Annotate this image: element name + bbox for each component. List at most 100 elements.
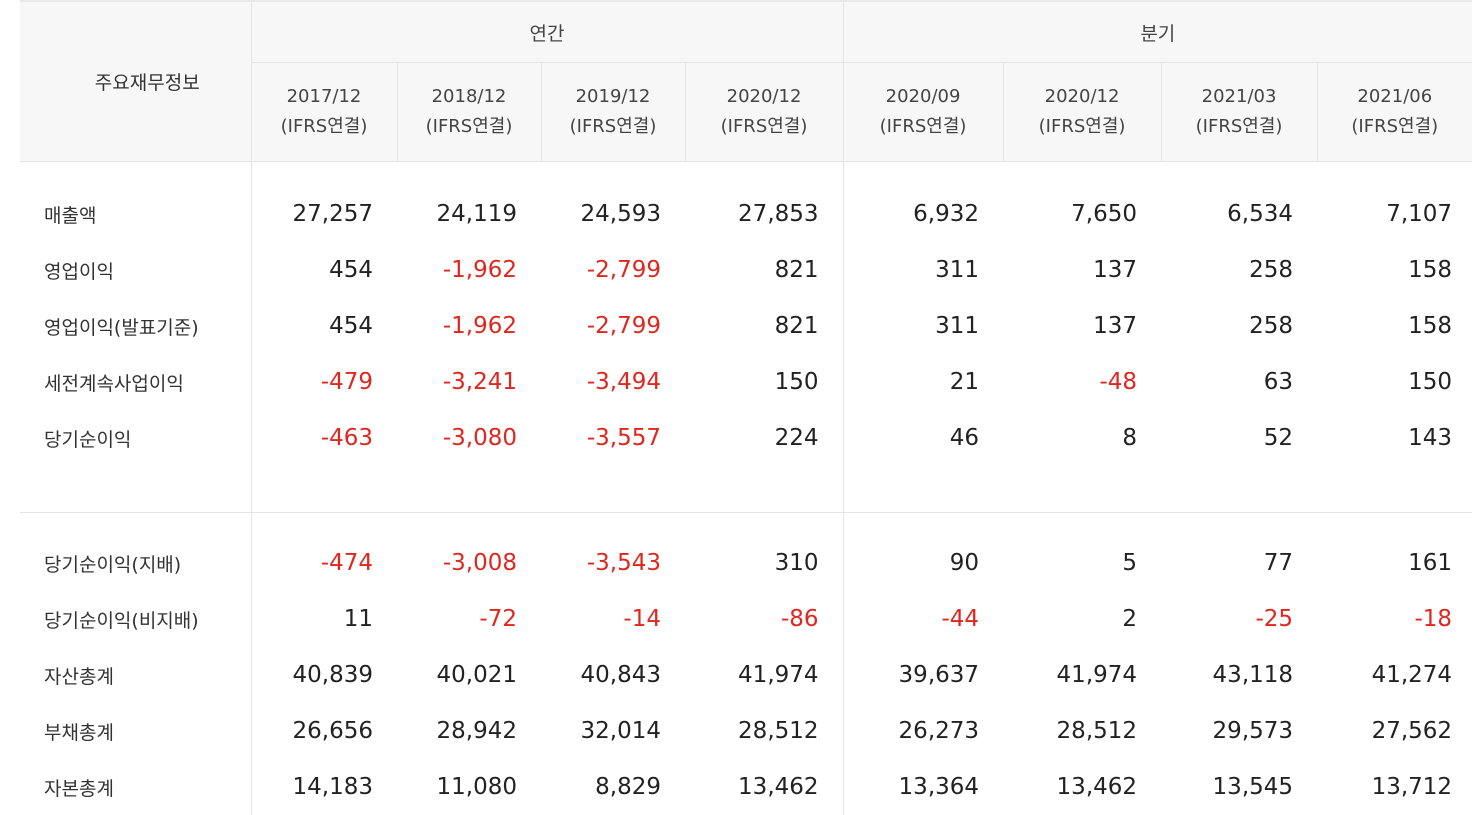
value-cell: 27,853 <box>685 186 843 242</box>
value-cell: 137 <box>1003 298 1161 354</box>
value-cell: -474 <box>251 535 397 591</box>
value-cell: 40,839 <box>251 647 397 703</box>
period-date: 2019/12 <box>543 82 684 112</box>
value-cell: 77 <box>1161 535 1317 591</box>
value-cell: 454 <box>251 298 397 354</box>
value-cell: 26,273 <box>843 703 1003 759</box>
financial-summary-table: 주요재무정보 연간 분기 2017/12(IFRS연결) 2018/12(IFR… <box>20 0 1472 815</box>
row-label[interactable]: 당기순이익(지배) <box>20 535 251 591</box>
row-label[interactable]: 매출액 <box>20 186 251 242</box>
period-date: 2018/12 <box>399 82 540 112</box>
tab-quarter[interactable]: 분기 <box>843 1 1472 63</box>
value-cell: 14,183 <box>251 759 397 815</box>
row-label[interactable]: 자본총계 <box>20 759 251 815</box>
row-label[interactable]: 영업이익(발표기준) <box>20 298 251 354</box>
value-cell: 27,562 <box>1317 703 1472 759</box>
value-cell: 27,257 <box>251 186 397 242</box>
value-cell: 5 <box>1003 535 1161 591</box>
value-cell: 454 <box>251 242 397 298</box>
row-label[interactable]: 세전계속사업이익 <box>20 354 251 410</box>
value-cell: -18 <box>1317 591 1472 647</box>
value-cell: -3,241 <box>397 354 541 410</box>
value-cell: 13,364 <box>843 759 1003 815</box>
value-cell: -3,494 <box>541 354 685 410</box>
value-cell: 28,512 <box>685 703 843 759</box>
value-cell: -2,799 <box>541 298 685 354</box>
value-cell: 821 <box>685 298 843 354</box>
value-cell: -1,962 <box>397 242 541 298</box>
row-label[interactable]: 영업이익 <box>20 242 251 298</box>
value-cell: 8 <box>1003 410 1161 466</box>
period-date: 2020/09 <box>845 82 1002 112</box>
period-date: 2021/06 <box>1319 82 1472 112</box>
period-header: 2019/12(IFRS연결) <box>541 63 685 162</box>
period-date: 2020/12 <box>687 82 842 112</box>
period-header: 2020/12(IFRS연결) <box>685 63 843 162</box>
value-cell: 24,119 <box>397 186 541 242</box>
period-header: 2021/06(IFRS연결) <box>1317 63 1472 162</box>
value-cell: 2 <box>1003 591 1161 647</box>
period-header: 2021/03(IFRS연결) <box>1161 63 1317 162</box>
period-date: 2017/12 <box>253 82 396 112</box>
period-date: 2020/12 <box>1005 82 1160 112</box>
value-cell: 150 <box>1317 354 1472 410</box>
value-cell: 40,843 <box>541 647 685 703</box>
value-cell: 143 <box>1317 410 1472 466</box>
row-label[interactable]: 당기순이익 <box>20 410 251 466</box>
value-cell: 26,656 <box>251 703 397 759</box>
value-cell: 13,462 <box>1003 759 1161 815</box>
value-cell: 310 <box>685 535 843 591</box>
row-label[interactable]: 당기순이익(비지배) <box>20 591 251 647</box>
period-date: 2021/03 <box>1163 82 1316 112</box>
value-cell: 63 <box>1161 354 1317 410</box>
period-header: 2020/12(IFRS연결) <box>1003 63 1161 162</box>
value-cell: 41,274 <box>1317 647 1472 703</box>
value-cell: -3,080 <box>397 410 541 466</box>
tab-annual[interactable]: 연간 <box>251 1 843 63</box>
value-cell: -48 <box>1003 354 1161 410</box>
period-basis: (IFRS연결) <box>845 112 1002 142</box>
value-cell: 13,545 <box>1161 759 1317 815</box>
period-header: 2018/12(IFRS연결) <box>397 63 541 162</box>
period-basis: (IFRS연결) <box>1319 112 1472 142</box>
value-cell: 7,107 <box>1317 186 1472 242</box>
value-cell: 6,534 <box>1161 186 1317 242</box>
value-cell: -14 <box>541 591 685 647</box>
value-cell: -2,799 <box>541 242 685 298</box>
value-cell: 40,021 <box>397 647 541 703</box>
period-basis: (IFRS연결) <box>399 112 540 142</box>
value-cell: 161 <box>1317 535 1472 591</box>
row-label[interactable]: 부채총계 <box>20 703 251 759</box>
value-cell: 11,080 <box>397 759 541 815</box>
period-header: 2020/09(IFRS연결) <box>843 63 1003 162</box>
period-basis: (IFRS연결) <box>253 112 396 142</box>
period-basis: (IFRS연결) <box>1163 112 1316 142</box>
value-cell: 158 <box>1317 242 1472 298</box>
value-cell: -479 <box>251 354 397 410</box>
value-cell: -3,008 <box>397 535 541 591</box>
value-cell: 13,712 <box>1317 759 1472 815</box>
value-cell: 52 <box>1161 410 1317 466</box>
value-cell: 158 <box>1317 298 1472 354</box>
value-cell: 258 <box>1161 298 1317 354</box>
value-cell: 821 <box>685 242 843 298</box>
financial-summary-panel: 주요재무정보 연간 분기 2017/12(IFRS연결) 2018/12(IFR… <box>20 0 1472 778</box>
value-cell: -3,543 <box>541 535 685 591</box>
period-basis: (IFRS연결) <box>687 112 842 142</box>
value-cell: 8,829 <box>541 759 685 815</box>
value-cell: 24,593 <box>541 186 685 242</box>
value-cell: -463 <box>251 410 397 466</box>
value-cell: 11 <box>251 591 397 647</box>
value-cell: 41,974 <box>1003 647 1161 703</box>
value-cell: -25 <box>1161 591 1317 647</box>
value-cell: 258 <box>1161 242 1317 298</box>
row-label[interactable]: 자산총계 <box>20 647 251 703</box>
value-cell: 224 <box>685 410 843 466</box>
